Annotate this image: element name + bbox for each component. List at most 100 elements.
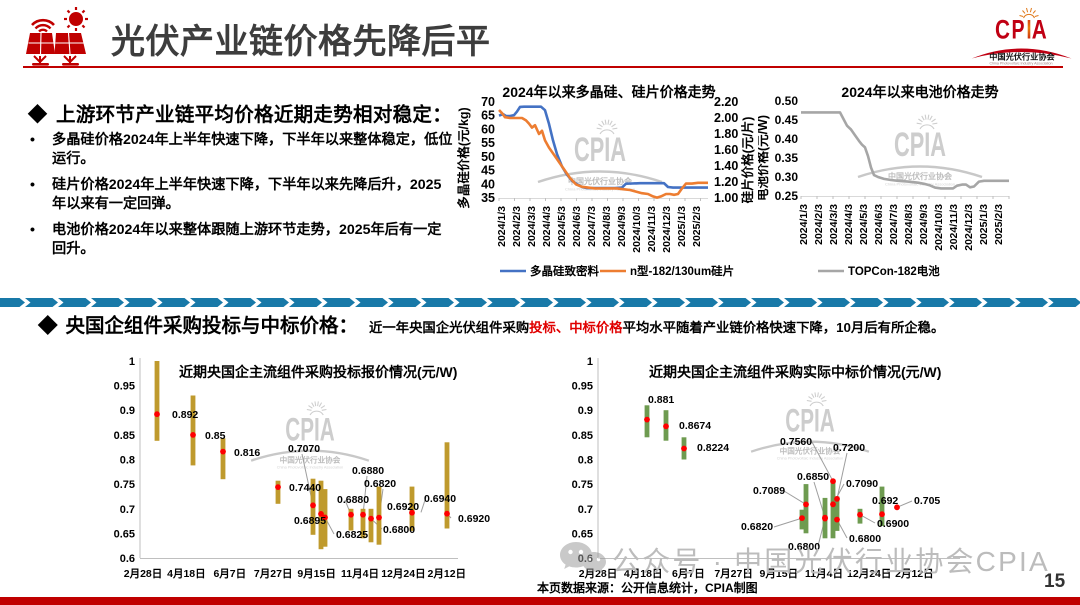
svg-text:2024/10/3: 2024/10/3: [631, 206, 643, 253]
svg-text:2024/1/3: 2024/1/3: [798, 204, 810, 245]
svg-text:A: A: [1032, 15, 1047, 45]
svg-text:2024/11/3: 2024/11/3: [646, 206, 658, 252]
svg-text:70: 70: [481, 95, 495, 109]
svg-text:CPIA: CPIA: [285, 412, 334, 448]
svg-text:2024年以来电池价格走势: 2024年以来电池价格走势: [841, 84, 998, 100]
svg-text:2024/4/3: 2024/4/3: [843, 204, 855, 245]
svg-text:2025/2/3: 2025/2/3: [993, 204, 1005, 245]
svg-text:2024/3/3: 2024/3/3: [526, 206, 538, 247]
svg-text:0.8674: 0.8674: [679, 420, 711, 432]
svg-text:2月12日: 2月12日: [895, 568, 934, 580]
svg-text:2月28日: 2月28日: [124, 568, 163, 580]
svg-text:0.6820: 0.6820: [364, 478, 396, 490]
svg-text:12月24日: 12月24日: [381, 568, 425, 580]
svg-text:0.816: 0.816: [234, 447, 260, 459]
svg-text:0.8: 0.8: [120, 455, 135, 467]
svg-text:0.6820: 0.6820: [741, 521, 773, 533]
svg-text:65: 65: [481, 109, 495, 123]
svg-text:2024/9/3: 2024/9/3: [918, 204, 930, 245]
svg-text:多晶硅致密料: 多晶硅致密料: [530, 264, 599, 278]
svg-text:35: 35: [481, 191, 495, 205]
svg-text:0.6900: 0.6900: [877, 518, 909, 530]
svg-text:45: 45: [481, 164, 495, 178]
svg-text:中国光伏行业协会: 中国光伏行业协会: [780, 446, 841, 456]
svg-text:6月7日: 6月7日: [672, 568, 705, 580]
svg-text:1.80: 1.80: [714, 127, 738, 141]
svg-text:近期央国企主流组件采购实际中标价情况(元/W): 近期央国企主流组件采购实际中标价情况(元/W): [649, 364, 941, 380]
svg-text:1: 1: [587, 356, 593, 368]
svg-text:2025/1/3: 2025/1/3: [978, 204, 990, 245]
svg-text:China Photovoltaic Industry As: China Photovoltaic Industry Association: [277, 466, 343, 470]
svg-text:I: I: [1027, 15, 1032, 45]
svg-text:2024/7/3: 2024/7/3: [888, 204, 900, 245]
svg-text:2024/6/3: 2024/6/3: [873, 204, 885, 245]
svg-text:0.75: 0.75: [572, 479, 593, 491]
svg-text:0.6800: 0.6800: [788, 541, 820, 553]
svg-text:2024/3/3: 2024/3/3: [828, 204, 840, 245]
svg-text:0.85: 0.85: [572, 430, 593, 442]
svg-text:0.35: 0.35: [775, 151, 799, 165]
svg-text:2月28日: 2月28日: [579, 568, 618, 580]
svg-text:2024/1/3: 2024/1/3: [496, 206, 508, 247]
svg-text:0.6825: 0.6825: [336, 529, 368, 541]
svg-text:2024年以来多晶硅、硅片价格走势: 2024年以来多晶硅、硅片价格走势: [502, 84, 715, 100]
svg-text:2025/1/3: 2025/1/3: [676, 206, 688, 247]
svg-text:0.7560: 0.7560: [780, 436, 812, 448]
svg-text:n型-182/130um硅片: n型-182/130um硅片: [630, 264, 734, 278]
svg-text:2月12日: 2月12日: [428, 568, 467, 580]
svg-text:近期央国企主流组件采购投标报价情况(元/W): 近期央国企主流组件采购投标报价情况(元/W): [179, 364, 457, 380]
svg-text:0.7440: 0.7440: [289, 482, 321, 494]
svg-text:2024/12/3: 2024/12/3: [963, 204, 975, 251]
svg-text:55: 55: [481, 136, 495, 150]
svg-text:TOPCon-182电池: TOPCon-182电池: [848, 264, 940, 278]
svg-text:0.85: 0.85: [114, 430, 135, 442]
svg-text:0.75: 0.75: [114, 479, 135, 491]
svg-text:0.6: 0.6: [120, 553, 135, 565]
svg-text:2024/2/3: 2024/2/3: [813, 204, 825, 245]
svg-text:0.881: 0.881: [648, 394, 674, 406]
svg-text:0.7200: 0.7200: [833, 442, 865, 454]
svg-text:0.25: 0.25: [775, 189, 799, 203]
svg-text:0.8224: 0.8224: [697, 442, 729, 454]
svg-text:中国光伏行业协会: 中国光伏行业协会: [888, 171, 952, 181]
svg-text:7月27日: 7月27日: [714, 568, 753, 580]
svg-text:0.95: 0.95: [572, 381, 593, 393]
svg-text:60: 60: [481, 122, 495, 136]
svg-text:0.40: 0.40: [775, 132, 799, 146]
svg-text:2024/8/3: 2024/8/3: [903, 204, 915, 245]
svg-text:CPIA: CPIA: [894, 126, 946, 164]
svg-text:0.892: 0.892: [172, 409, 198, 421]
svg-text:CPIA: CPIA: [574, 131, 626, 169]
svg-text:0.6850: 0.6850: [797, 471, 829, 483]
svg-text:China Photovoltaic Industry As: China Photovoltaic Industry Association: [990, 62, 1053, 66]
svg-text:2024/4/3: 2024/4/3: [541, 206, 553, 247]
svg-text:2024/7/3: 2024/7/3: [586, 206, 598, 247]
svg-text:2024/11/3: 2024/11/3: [948, 204, 960, 250]
svg-text:1: 1: [129, 356, 135, 368]
svg-text:2.00: 2.00: [714, 111, 738, 125]
svg-text:2024/12/3: 2024/12/3: [661, 206, 673, 253]
svg-text:6月7日: 6月7日: [213, 568, 246, 580]
svg-text:0.30: 0.30: [775, 170, 799, 184]
svg-text:0.65: 0.65: [114, 528, 135, 540]
svg-text:1.20: 1.20: [714, 175, 738, 189]
svg-text:2.20: 2.20: [714, 95, 738, 109]
svg-text:50: 50: [481, 150, 495, 164]
svg-text:2024/2/3: 2024/2/3: [511, 206, 523, 247]
svg-text:0.6880: 0.6880: [337, 494, 369, 506]
svg-text:0.7090: 0.7090: [846, 478, 878, 490]
svg-text:0.6800: 0.6800: [849, 533, 881, 545]
svg-text:0.85: 0.85: [205, 430, 226, 442]
svg-text:0.9: 0.9: [578, 405, 593, 417]
svg-text:4月18日: 4月18日: [624, 568, 663, 580]
svg-text:9月15日: 9月15日: [297, 568, 336, 580]
svg-text:China Photovoltaic Industry As: China Photovoltaic Industry Association: [777, 457, 843, 461]
svg-text:中国光伏行业协会: 中国光伏行业协会: [989, 52, 1055, 62]
svg-text:多晶硅价格(元/kg): 多晶硅价格(元/kg): [456, 107, 471, 208]
svg-text:0.6920: 0.6920: [458, 513, 490, 525]
svg-text:0.7070: 0.7070: [288, 443, 320, 455]
svg-text:2024/6/3: 2024/6/3: [571, 206, 583, 247]
svg-text:12月24日: 12月24日: [847, 568, 891, 580]
svg-text:0.45: 0.45: [775, 113, 799, 127]
svg-text:2024/5/3: 2024/5/3: [556, 206, 568, 247]
